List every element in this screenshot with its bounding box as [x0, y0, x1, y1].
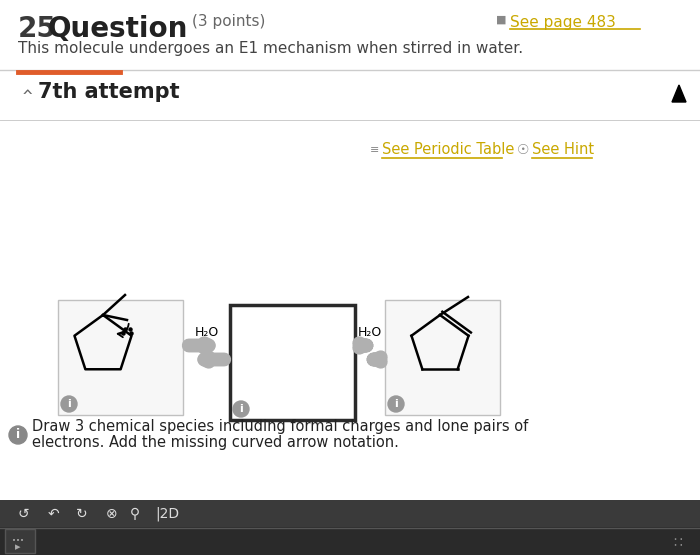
Text: H₂O: H₂O [358, 326, 382, 339]
FancyBboxPatch shape [0, 527, 700, 555]
Circle shape [9, 426, 27, 444]
FancyBboxPatch shape [58, 300, 183, 415]
Text: i: i [239, 404, 243, 414]
Text: electrons. Add the missing curved arrow notation.: electrons. Add the missing curved arrow … [32, 436, 399, 451]
Text: ■: ■ [496, 15, 507, 25]
FancyBboxPatch shape [230, 305, 355, 420]
Text: i: i [394, 399, 398, 409]
Text: ↺: ↺ [18, 507, 29, 521]
Text: ☉: ☉ [517, 143, 529, 157]
Circle shape [233, 401, 249, 417]
FancyBboxPatch shape [5, 529, 35, 553]
Circle shape [388, 396, 404, 412]
Text: •••: ••• [12, 538, 24, 544]
Text: 25: 25 [18, 15, 57, 43]
Text: Draw 3 chemical species including formal charges and lone pairs of: Draw 3 chemical species including formal… [32, 420, 528, 435]
Text: i: i [16, 428, 20, 441]
Text: See page 483: See page 483 [510, 15, 616, 30]
Text: 7th attempt: 7th attempt [38, 82, 180, 102]
Polygon shape [672, 85, 686, 102]
Text: i: i [67, 399, 71, 409]
Text: Question: Question [48, 15, 188, 43]
Text: |2D: |2D [155, 507, 179, 521]
Text: ⊗: ⊗ [106, 507, 118, 521]
FancyBboxPatch shape [0, 500, 700, 555]
Text: See Periodic Table: See Periodic Table [382, 142, 514, 157]
Text: See Hint: See Hint [532, 142, 594, 157]
FancyBboxPatch shape [385, 300, 500, 415]
Circle shape [61, 396, 77, 412]
Text: H₂O: H₂O [195, 326, 218, 339]
Text: ⚲: ⚲ [130, 507, 140, 521]
Text: ≡: ≡ [370, 145, 379, 155]
Text: This molecule undergoes an E1 mechanism when stirred in water.: This molecule undergoes an E1 mechanism … [18, 41, 523, 56]
Text: ‹: ‹ [16, 88, 35, 96]
Text: ↻: ↻ [76, 507, 88, 521]
Text: (3 points): (3 points) [192, 14, 265, 29]
Text: ↶: ↶ [48, 507, 60, 521]
Text: ▸: ▸ [15, 542, 21, 552]
Text: ∷: ∷ [673, 536, 682, 550]
